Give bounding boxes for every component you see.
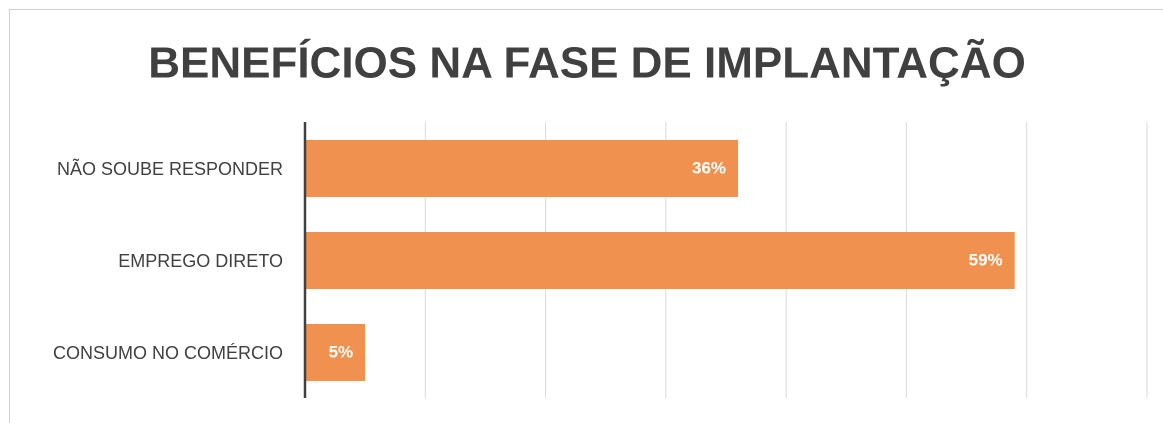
- data-label: 36%: [692, 158, 726, 177]
- bar: [305, 232, 1015, 289]
- y-tick-label: CONSUMO NO COMÉRCIO: [53, 343, 283, 363]
- bar: [305, 324, 366, 381]
- data-label: 5%: [329, 342, 354, 361]
- chart-frame: [9, 9, 1163, 423]
- data-label: 59%: [969, 250, 1003, 269]
- bar: [305, 140, 739, 197]
- y-tick-label: EMPREGO DIRETO: [118, 251, 283, 271]
- chart-title: BENEFÍCIOS NA FASE DE IMPLANTAÇÃO: [148, 38, 1026, 88]
- y-tick-label: NÃO SOUBE RESPONDER: [57, 158, 283, 179]
